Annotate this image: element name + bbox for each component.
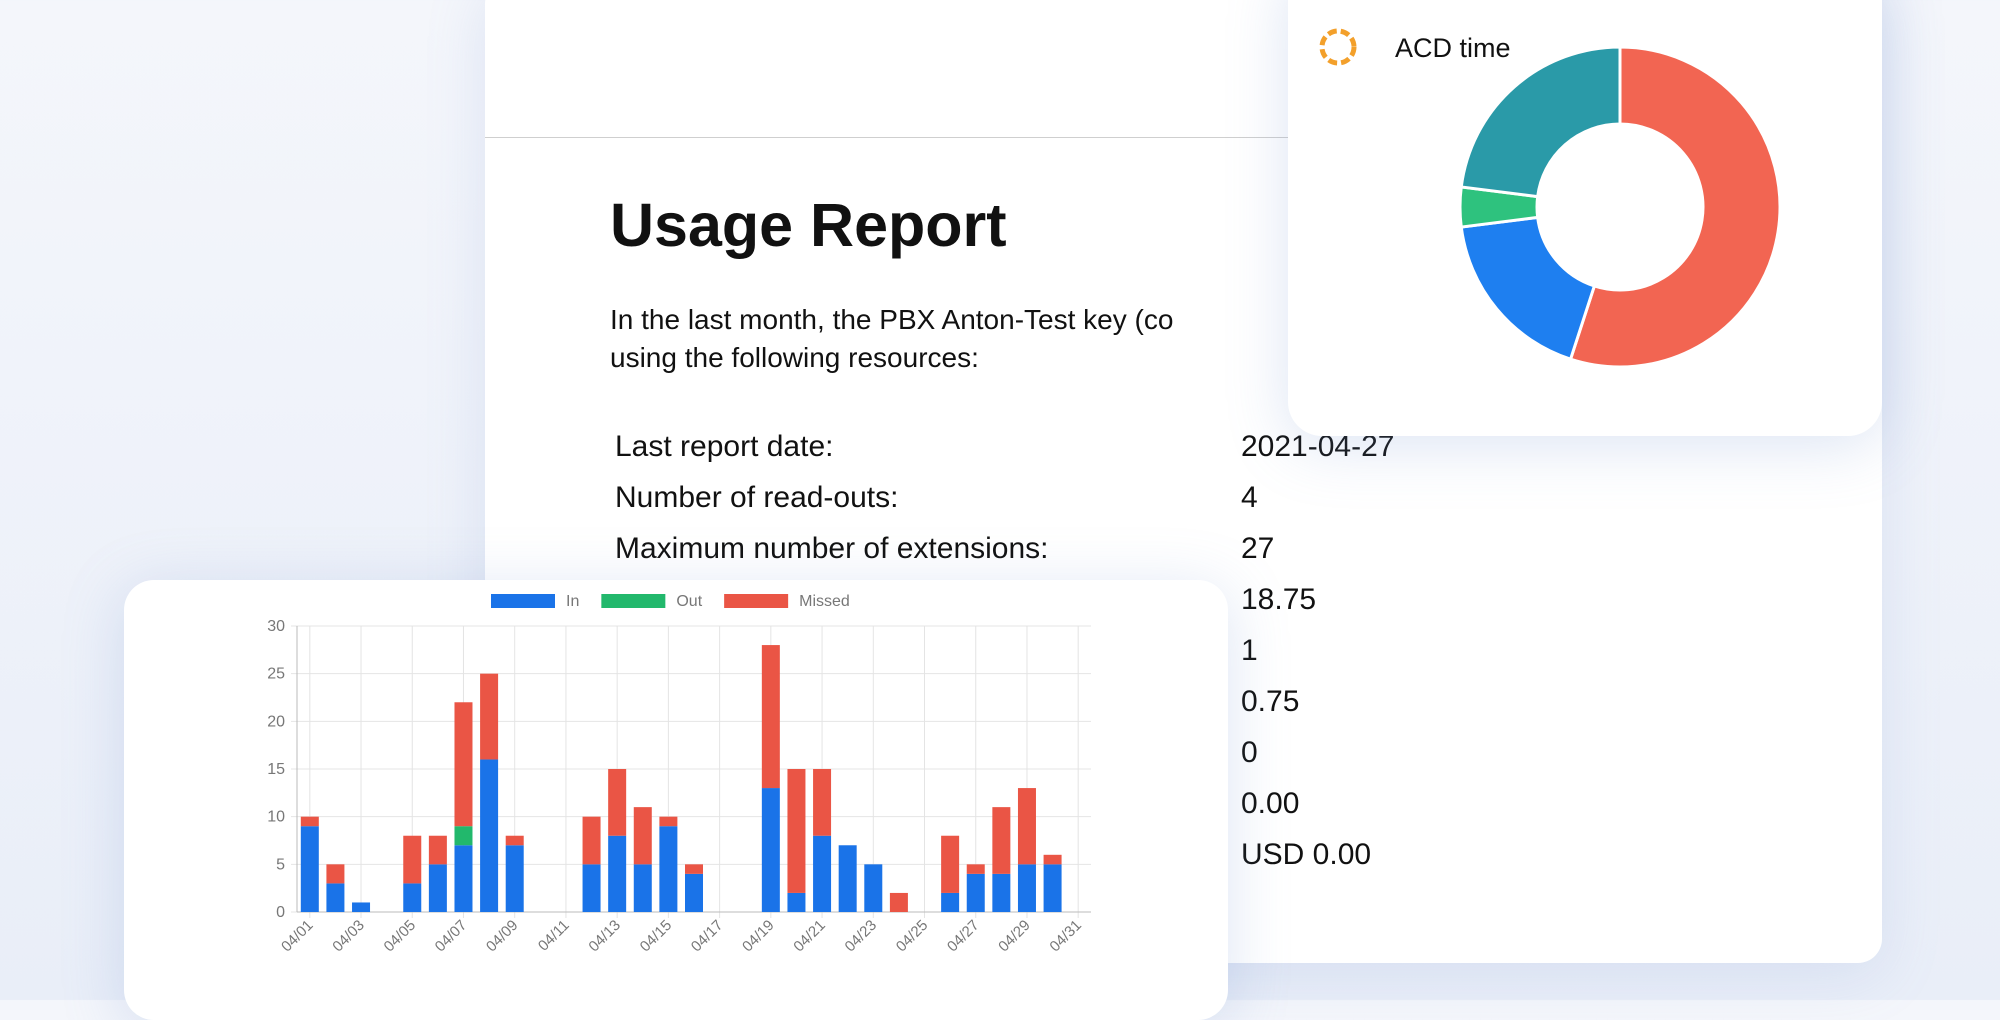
bar (1017, 788, 1036, 865)
bar (966, 873, 985, 912)
bar (761, 788, 780, 912)
x-tick-label: 04/13 (585, 917, 624, 956)
bar (454, 826, 473, 846)
bar (403, 883, 422, 912)
header-divider (485, 137, 1882, 138)
x-tick-label: 04/23 (842, 917, 881, 956)
icon (1319, 28, 1357, 66)
bar (864, 864, 883, 912)
donut-segment (1459, 45, 1622, 199)
bar (889, 892, 908, 912)
bar (608, 769, 627, 836)
bar (633, 807, 652, 865)
bar (454, 845, 473, 912)
bar (941, 835, 960, 893)
row-label: Last report date: (615, 430, 834, 463)
bar (300, 816, 319, 827)
intro-line: In the last month, the PBX Anton-Test ke… (610, 304, 1174, 335)
row-value: 27 (1241, 532, 1275, 565)
bar (326, 864, 345, 884)
bar (403, 835, 422, 884)
bar (659, 826, 678, 912)
legend-label: In (566, 593, 579, 610)
bar (326, 883, 345, 912)
bar (659, 816, 678, 827)
x-tick-label: 04/27 (944, 917, 983, 956)
bar (1043, 864, 1062, 912)
bar (454, 702, 473, 827)
bar-chart: 0 5 10 15 20 25 30 04/01 04/03 04/05 04/07 04/09 04/… (267, 593, 1091, 956)
donut-chart: ACD time (1319, 28, 1782, 369)
y-tick-label: 10 (267, 809, 285, 826)
row-value: 0.75 (1241, 685, 1300, 718)
bar (966, 864, 985, 874)
y-tick-label: 5 (276, 856, 285, 873)
y-tick-label: 15 (267, 761, 285, 778)
x-tick-label: 04/03 (329, 917, 368, 956)
x-tick-label: 04/11 (535, 917, 573, 955)
bar (300, 826, 319, 912)
bar (813, 835, 832, 912)
row-label: Maximum number of extensions: (615, 532, 1049, 565)
bar (787, 892, 806, 912)
row-value: 0 (1241, 736, 1258, 769)
legend-swatch (724, 594, 789, 608)
bar (505, 835, 524, 846)
legend-label: Missed (799, 593, 850, 610)
x-tick-label: 04/01 (278, 917, 317, 956)
y-tick-label: 0 (276, 904, 285, 921)
report-title: Usage Report (610, 191, 1007, 259)
bar (428, 835, 447, 865)
bar (685, 864, 703, 874)
bar (480, 759, 499, 912)
bar (633, 864, 652, 912)
legend-swatch (491, 594, 555, 608)
bar (685, 873, 703, 912)
x-tick-label: 04/29 (995, 917, 1034, 956)
bar (787, 769, 806, 893)
bar (1043, 854, 1062, 865)
x-tick-label: 04/21 (790, 917, 829, 956)
y-tick-label: 25 (267, 666, 285, 683)
x-tick-label: 04/15 (637, 917, 676, 956)
row-value: 0.00 (1241, 787, 1300, 820)
row-value: 18.75 (1241, 583, 1317, 616)
x-tick-label: 04/09 (483, 917, 522, 956)
row-value: 1 (1241, 634, 1258, 667)
bar (608, 835, 627, 912)
bar (1017, 864, 1036, 912)
row-value: 4 (1241, 481, 1258, 514)
bar (838, 845, 857, 912)
bar (582, 816, 601, 865)
bar (352, 902, 371, 912)
x-tick-label: 04/25 (893, 917, 932, 956)
bar (941, 892, 960, 912)
legend-swatch (601, 594, 666, 608)
bar (480, 673, 499, 760)
y-tick-label: 20 (267, 713, 285, 730)
bar-chart-card: 0 5 10 15 20 25 30 04/01 04/03 04/05 04/07 04/09 04/… (124, 580, 1228, 1020)
x-tick-label: 04/31 (1046, 917, 1085, 956)
x-tick-label: 04/17 (688, 917, 727, 956)
intro-line: using the following resources: (610, 342, 979, 373)
y-tick-label: 30 (267, 618, 285, 635)
bar (761, 645, 780, 789)
x-tick-label: 04/05 (381, 917, 420, 956)
donut-card: ACD time (1288, 0, 1882, 436)
bar (992, 873, 1011, 912)
row-label: Number of read-outs: (615, 481, 899, 514)
row-value: USD 0.00 (1241, 838, 1372, 871)
x-tick-label: 04/19 (739, 917, 778, 956)
donut-segment (1568, 45, 1782, 369)
bar (505, 845, 524, 912)
chart-title: ACD time (1395, 33, 1511, 63)
x-tick-label: 04/07 (432, 917, 471, 956)
bar (428, 864, 447, 912)
bar (582, 864, 601, 912)
bar (813, 769, 832, 836)
legend-label: Out (676, 593, 702, 610)
bar (992, 807, 1011, 874)
donut-segment (1459, 215, 1597, 362)
